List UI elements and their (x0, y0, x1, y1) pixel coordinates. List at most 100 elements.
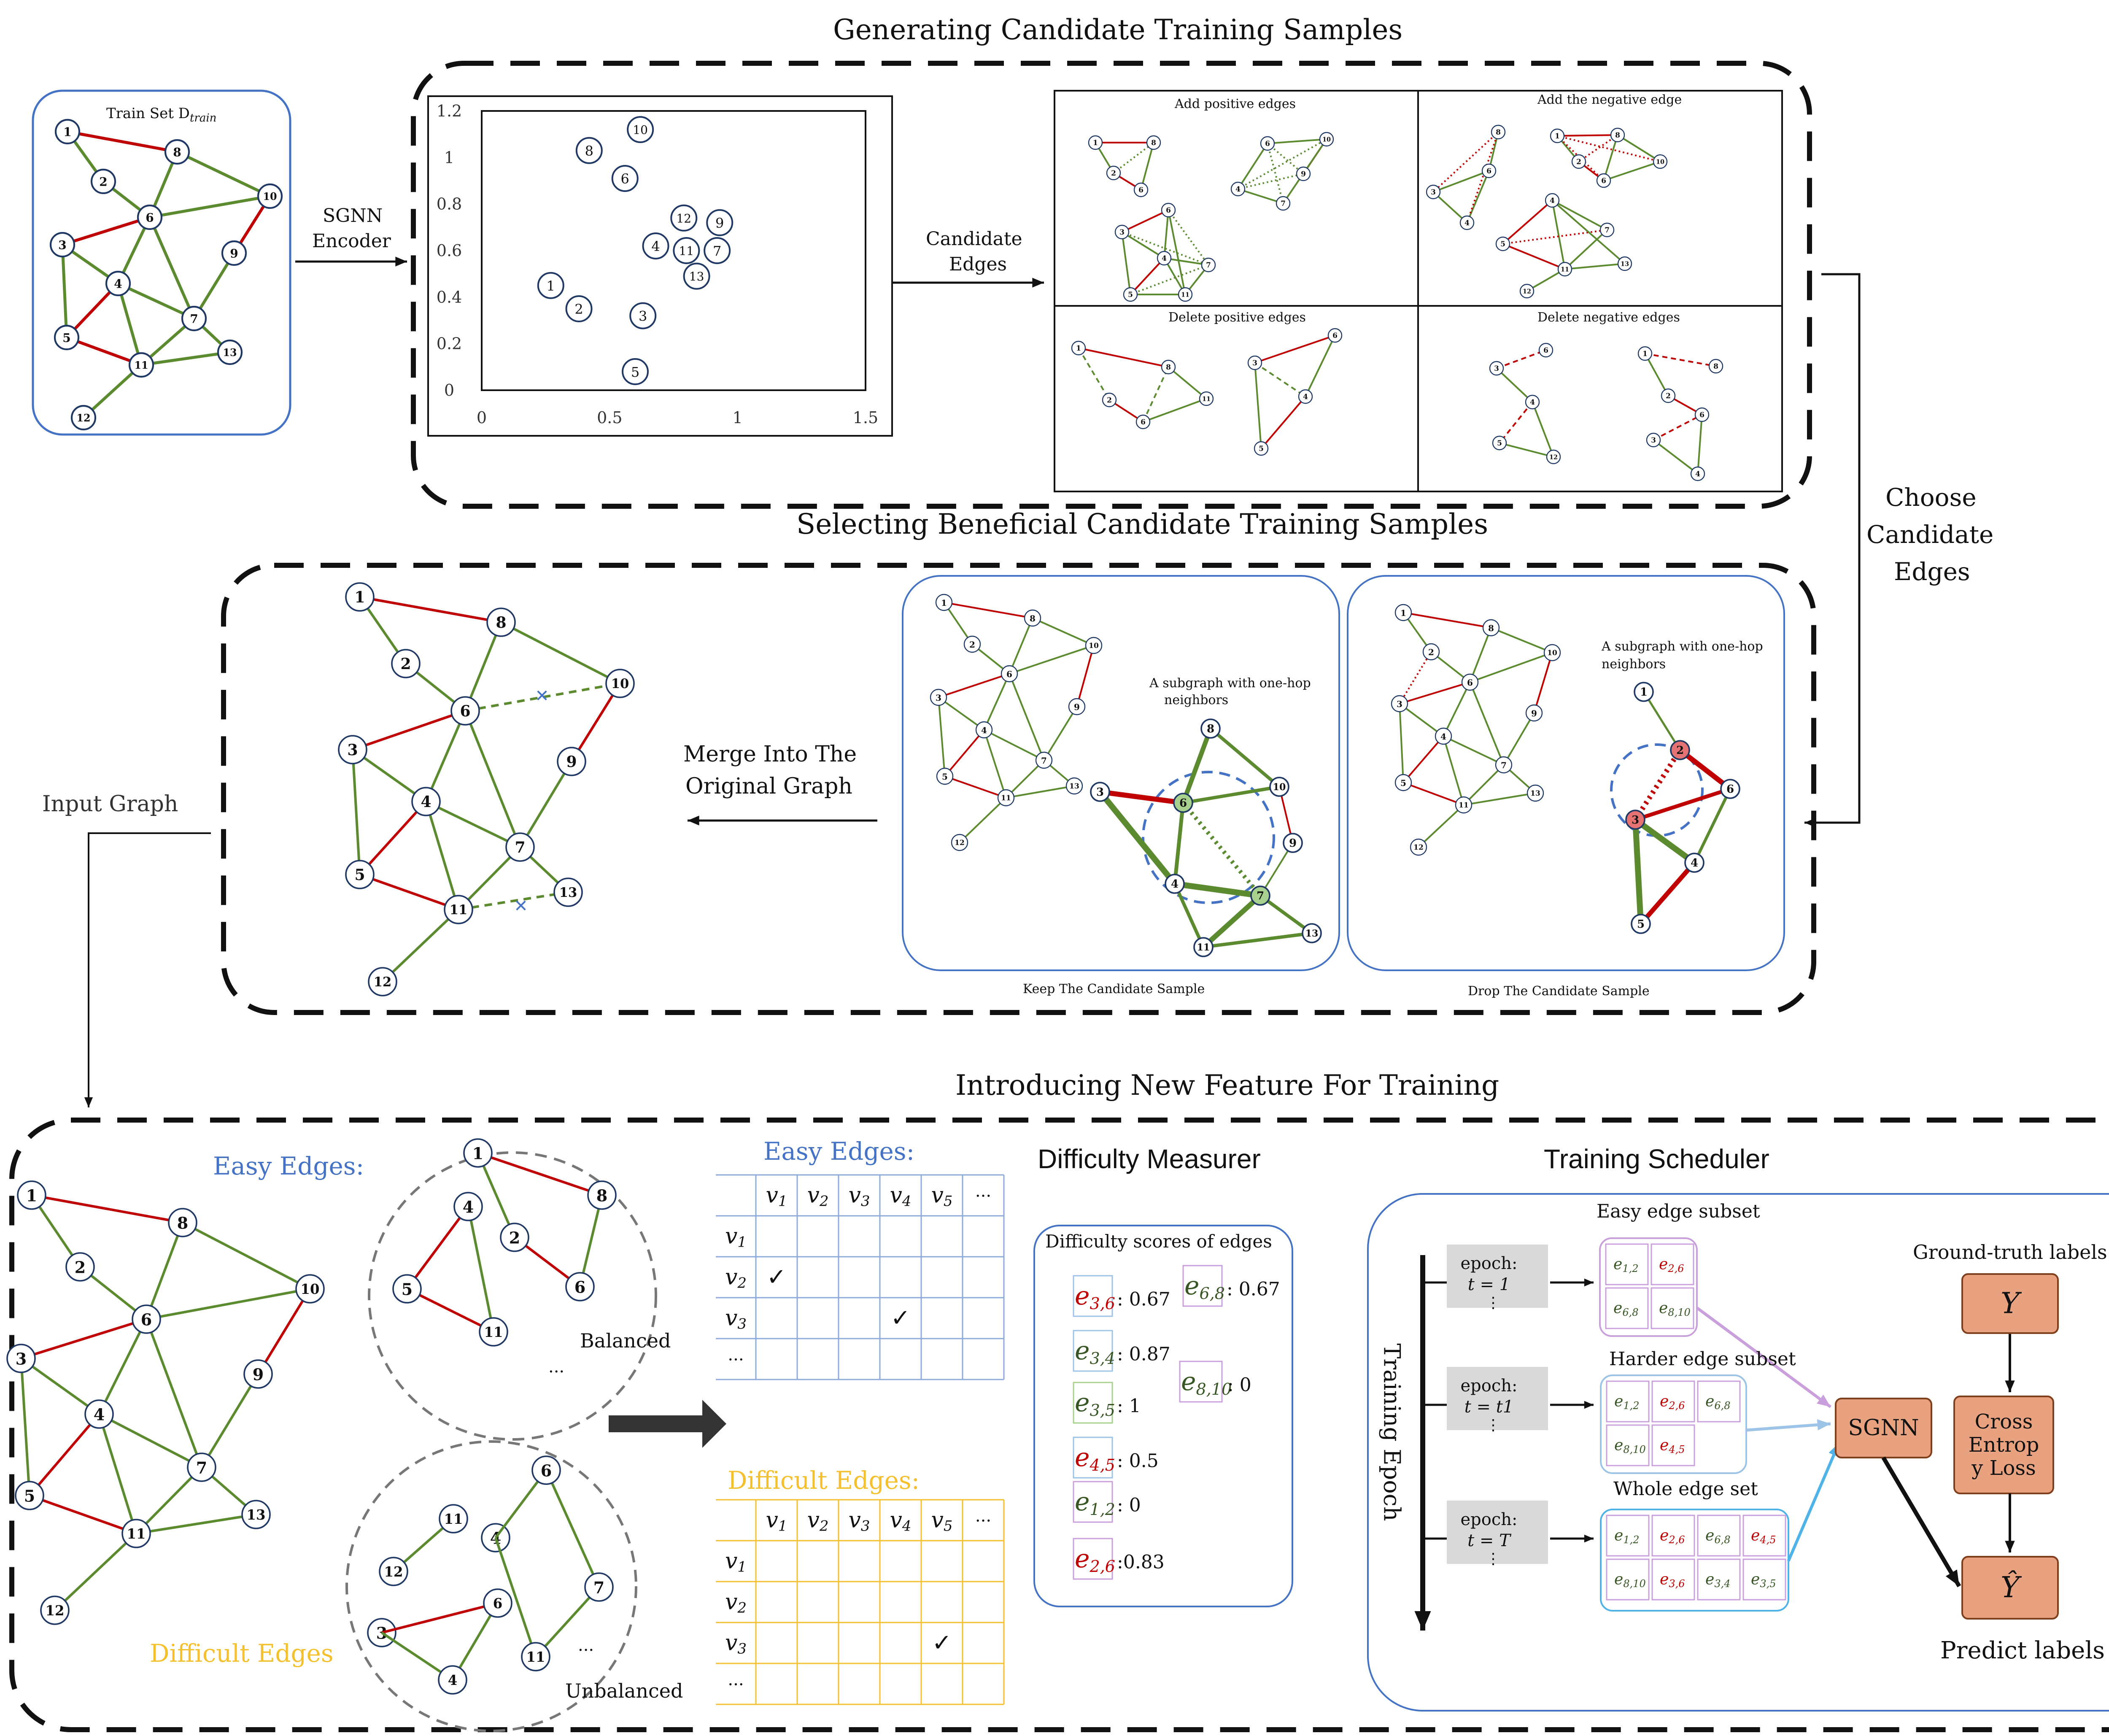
unbalanced-edge-7-11b (534, 1586, 600, 1658)
unbalanced-edge-6-7 (545, 1469, 600, 1588)
keep-sub-edge-9-7 (1259, 842, 1294, 896)
train-set-frame (32, 89, 291, 436)
train-node-label-4: 4 (114, 277, 122, 291)
input-graph-edge-5-11 (359, 873, 459, 911)
drop-sub-node-5 (1631, 914, 1651, 934)
addneg-b-edge-1-10 (1557, 135, 1661, 162)
drop-small-edge-11-13 (1463, 792, 1536, 806)
addpos-c-node-7 (1201, 257, 1216, 273)
addpos-b-edge-4-9 (1238, 173, 1304, 190)
intro-graph-edge-6-7 (145, 1318, 203, 1468)
keep-sub-node-11 (1193, 937, 1214, 957)
delete-negative-title: Delete negative edges (1537, 310, 1680, 325)
train-node-4 (105, 270, 131, 297)
delpos-a-node-label-1: 1 (1076, 344, 1081, 353)
addpos-b-node-7 (1276, 196, 1291, 211)
keep-sub-node-10 (1269, 777, 1289, 797)
keep-small-edge-4-5 (944, 729, 985, 777)
drop-sub-node-label-2: 2 (1676, 744, 1684, 757)
y-label-text-0: Y (2001, 1287, 2022, 1320)
keep-small-edge-5-11 (944, 775, 1006, 799)
drop-small-node-4 (1435, 727, 1452, 745)
train-node-label-9: 9 (230, 247, 238, 261)
keep-sub-edge-6-7 (1181, 801, 1262, 897)
train-edge-11-13 (141, 351, 230, 367)
harder-subset-label: Harder edge subset (1609, 1348, 1796, 1370)
score-edge-4: e3,5 (1075, 1388, 1115, 1420)
drop-small-edge-2-3 (1399, 651, 1432, 705)
drop-small-node-label-1: 1 (1400, 608, 1406, 618)
keep-sub-edge-4-11 (1173, 883, 1205, 948)
score-edge-1: e6,8 (1184, 1271, 1225, 1303)
intro-graph-edge-11-13 (136, 1513, 256, 1535)
delneg-b-node-4 (1690, 466, 1705, 481)
keep-small-edge-10-9 (1076, 645, 1095, 707)
selecting-frame (221, 563, 1816, 1015)
train-node-label-6: 6 (146, 211, 154, 225)
addneg-c-edge-4-13 (1551, 200, 1626, 265)
harder-subset-frame (1600, 1374, 1747, 1474)
scatter-point-label-11: 11 (679, 244, 694, 258)
keep-small-node-label-7: 7 (1041, 756, 1047, 766)
input-graph-node-2 (391, 649, 421, 678)
merge-arrow-head (688, 815, 699, 826)
keep-sub-edge-8-10 (1209, 727, 1281, 788)
addpos-c-edge-3-5 (1121, 232, 1131, 295)
drop-small-edge-4-7 (1443, 735, 1504, 766)
epoch-box-1 (1447, 1367, 1548, 1430)
keep-subgraph-label-2: neighbors (1164, 693, 1229, 707)
epoch-arrow-0-head (1584, 1278, 1594, 1287)
drop-small-node-10 (1543, 644, 1561, 661)
delneg-b-node-label-1: 1 (1642, 350, 1648, 358)
keep-small-edge-9-7 (1043, 706, 1078, 761)
addpos-c-edge-6-4 (1163, 210, 1169, 259)
input-graph-edge-10-9 (570, 683, 621, 762)
keep-small-node-12 (951, 834, 968, 851)
addneg-c-node-4 (1545, 193, 1560, 208)
keep-small-node-8 (1024, 609, 1041, 627)
delpos-b-edge-3-4 (1254, 362, 1306, 397)
train-node-6 (137, 204, 163, 230)
train-edge-3-6 (62, 216, 151, 246)
delneg-b-edge-6-4 (1697, 414, 1703, 474)
keep-small-node-5 (936, 767, 954, 785)
addneg-b-node-10 (1653, 154, 1668, 169)
train-node-label-7: 7 (190, 312, 198, 326)
addneg-c-node-label-7: 7 (1605, 226, 1610, 235)
cut-mark-2: ✕ (514, 896, 528, 916)
balanced-sub-node-label-6: 6 (574, 1278, 585, 1297)
delneg-a-node-4 (1525, 394, 1540, 410)
addneg-b-node-6 (1596, 173, 1611, 188)
balanced-label: Balanced (580, 1329, 671, 1352)
addneg-a-node-8 (1491, 124, 1506, 140)
drop-sub-node-4 (1684, 853, 1704, 873)
epoch-word-0: epoch: (1461, 1254, 1518, 1273)
keep-sub-node-8 (1200, 718, 1221, 739)
easy-edges-label: Easy Edges: (213, 1152, 364, 1180)
whole-set-cell-0 (1606, 1515, 1650, 1557)
addpos-c-edge-4-5 (1130, 257, 1165, 295)
train-node-1 (54, 119, 81, 145)
choose-label-2: Candidate (1866, 520, 1994, 549)
input-graph-node-12 (368, 967, 397, 996)
train-node-label-5: 5 (62, 331, 70, 345)
addpos-c-node-3 (1114, 224, 1130, 240)
balanced-sub-node-label-11: 11 (484, 1324, 503, 1340)
unbalanced-nodes-node-label-7: 7 (593, 1578, 604, 1597)
drop-small-edge-4-11 (1443, 736, 1464, 805)
delpos-b-node-label-3: 3 (1252, 359, 1257, 367)
easy-subset-cell-3 (1651, 1287, 1694, 1329)
easy-subset-label: Easy edge subset (1597, 1201, 1760, 1222)
matrix-easy-check-0: ✓ (767, 1264, 787, 1291)
addneg-c-node-12 (1519, 283, 1535, 299)
epoch-value-2: t = T (1467, 1531, 1512, 1550)
intro-graph-node-8 (168, 1208, 197, 1237)
unbalanced-nodes-node-label-11: 11 (444, 1511, 463, 1527)
unbalanced-edge-4-11b (494, 1537, 537, 1657)
keep-small-edge-3-5 (938, 697, 946, 777)
harder-subset-cell-0 (1606, 1380, 1650, 1423)
input-graph-edge-4-5 (359, 800, 427, 876)
scatter-point-label-1: 1 (547, 278, 555, 294)
keep-sub-node-label-6: 6 (1179, 797, 1187, 810)
train-node-7 (181, 305, 207, 332)
